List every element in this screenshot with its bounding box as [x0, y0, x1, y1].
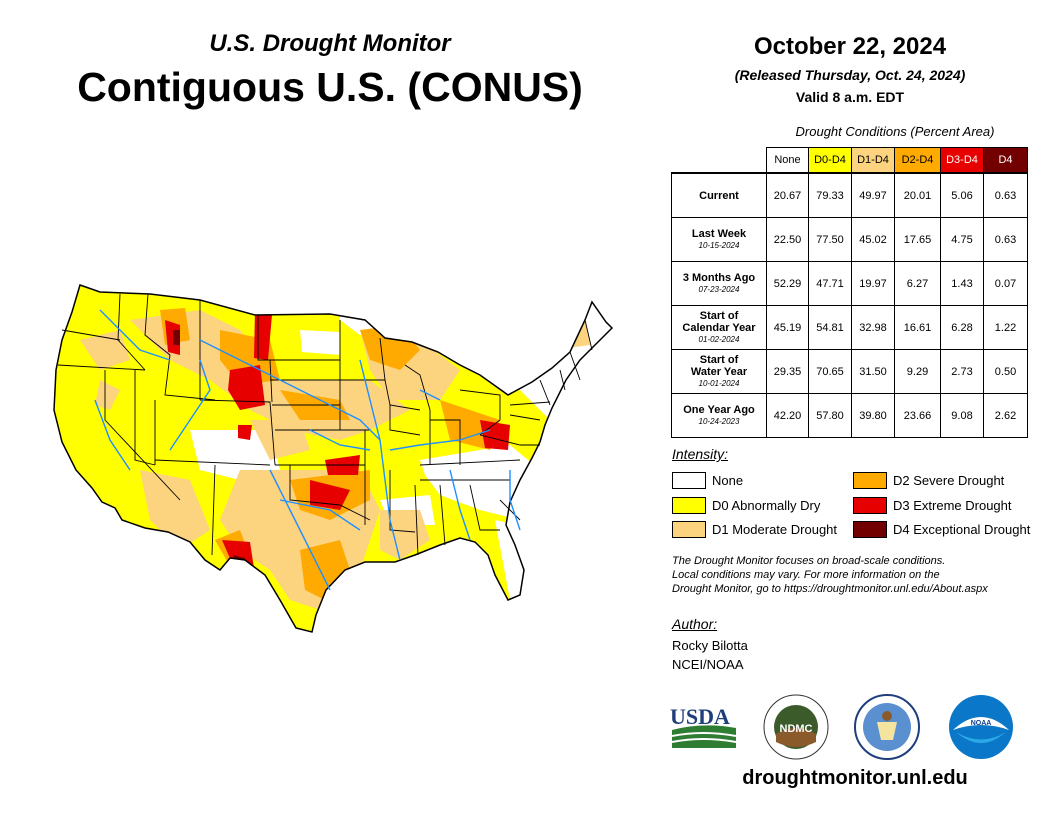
- table-row: One Year Ago 10-24-2023 42.20 57.80 39.80…: [671, 393, 1028, 438]
- row-label: Last Week 10-15-2024: [671, 217, 767, 262]
- map-title: Contiguous U.S. (CONUS): [77, 64, 583, 110]
- disclaimer-note: The Drought Monitor focuses on broad-sca…: [672, 555, 988, 595]
- valid-time: Valid 8 a.m. EDT: [795, 89, 905, 105]
- legend-swatch: [672, 521, 706, 539]
- table-cell: 79.33: [808, 172, 852, 218]
- table-cell: 19.97: [851, 261, 895, 306]
- state-borders: [57, 293, 593, 556]
- ndmc-logo: NDMC: [763, 694, 829, 760]
- table-cell: 0.63: [983, 172, 1028, 218]
- table-cell: 32.98: [851, 305, 895, 350]
- legend-item-d4: D4 Exceptional Drought: [853, 520, 1030, 539]
- ndmc-logo-text: NDMC: [780, 723, 813, 735]
- us-outline: [53, 284, 614, 633]
- rivers: [94, 309, 521, 591]
- release-date: (Released Thursday, Oct. 24, 2024): [734, 67, 966, 83]
- row-date: 10-24-2023: [698, 416, 740, 426]
- table-caption: Drought Conditions (Percent Area): [795, 124, 995, 139]
- table-header-row: None D0-D4 D1-D4 D2-D4 D3-D4 D4: [672, 147, 1028, 174]
- row-label: 3 Months Ago 07-23-2024: [671, 261, 767, 306]
- drought-areas: [54, 285, 612, 632]
- legend-item-d2: D2 Severe Drought: [853, 471, 1004, 490]
- commerce-seal: [854, 694, 920, 760]
- table-cell: 42.20: [766, 393, 809, 438]
- col-none: None: [766, 147, 809, 174]
- table-cell: 57.80: [808, 393, 852, 438]
- table-cell: 31.50: [851, 349, 895, 394]
- table-cell: 0.63: [983, 217, 1028, 262]
- legend-title: Intensity:: [672, 446, 729, 462]
- table-cell: 20.01: [894, 172, 941, 218]
- table-row: Last Week 10-15-2024 22.50 77.50 45.02 17…: [671, 217, 1028, 262]
- table-cell: 77.50: [808, 217, 852, 262]
- table-cell: 1.43: [940, 261, 984, 306]
- table-cell: 6.28: [940, 305, 984, 350]
- table-cell: 47.71: [808, 261, 852, 306]
- table-cell: 0.07: [983, 261, 1028, 306]
- table-cell: 22.50: [766, 217, 809, 262]
- legend-swatch: [853, 497, 887, 515]
- partner-logos: USDA NDMC NOAA: [670, 694, 1013, 760]
- table-row: Current 20.67 79.33 49.97 20.01 5.06 0.6…: [671, 172, 1028, 218]
- legend-swatch: [672, 497, 706, 515]
- table-cell: 16.61: [894, 305, 941, 350]
- table-cell: 39.80: [851, 393, 895, 438]
- map-date: October 22, 2024: [753, 33, 947, 60]
- table-cell: 20.67: [766, 172, 809, 218]
- legend-swatch: [853, 521, 887, 539]
- legend-item-d0: D0 Abnormally Dry: [672, 496, 820, 515]
- col-d1-d4: D1-D4: [851, 147, 895, 174]
- legend-swatch: [672, 472, 706, 490]
- table-row: Start of Water Year 10-01-2024 29.35 70.65…: [671, 349, 1028, 394]
- row-label: Start of Water Year 10-01-2024: [671, 349, 767, 394]
- row-date: 10-01-2024: [698, 378, 740, 388]
- legend-swatch: [853, 472, 887, 490]
- table-cell: 70.65: [808, 349, 852, 394]
- table-row: Start of Calendar Year 01-02-2024 45.19 54…: [671, 305, 1028, 350]
- table-cell: 2.62: [983, 393, 1028, 438]
- noaa-logo: NOAA: [949, 695, 1013, 759]
- table-cell: 5.06: [940, 172, 984, 218]
- col-d4: D4: [983, 147, 1028, 174]
- table-cell: 0.50: [983, 349, 1028, 394]
- usda-logo-text: USDA: [670, 704, 730, 729]
- usda-logo: USDA: [670, 704, 737, 748]
- table-cell: 9.29: [894, 349, 941, 394]
- author-org: NCEI/NOAA: [672, 657, 744, 672]
- table-cell: 17.65: [894, 217, 941, 262]
- author-title: Author:: [672, 616, 718, 632]
- legend-item-none: None: [672, 471, 743, 490]
- author-name: Rocky Bilotta: [672, 638, 748, 653]
- table-cell: 45.02: [851, 217, 895, 262]
- table-cell: 45.19: [766, 305, 809, 350]
- table-cell: 6.27: [894, 261, 941, 306]
- noaa-logo-text: NOAA: [971, 720, 992, 727]
- row-date: 07-23-2024: [698, 284, 740, 294]
- table-cell: 49.97: [851, 172, 895, 218]
- drought-map: [53, 284, 614, 633]
- table-cell: 52.29: [766, 261, 809, 306]
- map-subtitle: U.S. Drought Monitor: [209, 30, 451, 57]
- table-cell: 4.75: [940, 217, 984, 262]
- row-label: One Year Ago 10-24-2023: [671, 393, 767, 438]
- table-corner: [672, 148, 767, 174]
- row-date: 10-15-2024: [698, 240, 740, 250]
- table-row: 3 Months Ago 07-23-2024 52.29 47.71 19.97…: [671, 261, 1028, 306]
- row-date: 01-02-2024: [698, 334, 740, 344]
- col-d3-d4: D3-D4: [940, 147, 984, 174]
- website-link[interactable]: droughtmonitor.unl.edu: [742, 767, 968, 789]
- legend-item-d1: D1 Moderate Drought: [672, 520, 837, 539]
- row-label: Current: [671, 172, 767, 218]
- row-label: Start of Calendar Year 01-02-2024: [671, 305, 767, 350]
- col-d2-d4: D2-D4: [894, 147, 941, 174]
- table-cell: 9.08: [940, 393, 984, 438]
- drought-conditions-table: None D0-D4 D1-D4 D2-D4 D3-D4 D4 Current …: [671, 147, 1028, 438]
- table-cell: 54.81: [808, 305, 852, 350]
- table-cell: 2.73: [940, 349, 984, 394]
- table-cell: 23.66: [894, 393, 941, 438]
- table-cell: 29.35: [766, 349, 809, 394]
- table-cell: 1.22: [983, 305, 1028, 350]
- legend-item-d3: D3 Extreme Drought: [853, 496, 1012, 515]
- col-d0-d4: D0-D4: [808, 147, 852, 174]
